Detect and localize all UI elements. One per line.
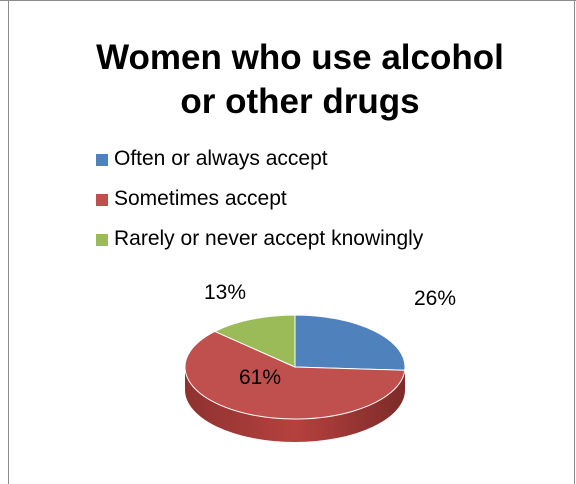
- chart-title-line-1: Women who use alcohol: [96, 38, 504, 77]
- pie-slice-rarely: [213, 314, 296, 368]
- data-label-rarely: 13%: [204, 281, 246, 304]
- pie-slice-sometimes: [184, 330, 406, 420]
- data-label-sometimes: 61%: [239, 366, 281, 389]
- frame-top-border: [0, 0, 576, 1]
- legend-label-rarely: Rarely or never accept knowingly: [114, 227, 424, 250]
- legend-swatch-rarely: [96, 234, 108, 246]
- frame-left-border: [8, 0, 9, 484]
- pie-side-band: [185, 367, 405, 442]
- legend-swatch-sometimes: [96, 194, 108, 206]
- legend-swatch-often: [96, 154, 108, 166]
- pie-slice-often: [294, 314, 406, 371]
- legend-label-sometimes: Sometimes accept: [114, 187, 287, 210]
- chart-title: Women who use alcohol or other drugs: [40, 36, 560, 124]
- frame-right-border: [574, 0, 575, 484]
- legend-label-often: Often or always accept: [114, 147, 328, 170]
- data-label-often: 26%: [414, 287, 456, 310]
- chart-title-line-2: or other drugs: [180, 82, 420, 121]
